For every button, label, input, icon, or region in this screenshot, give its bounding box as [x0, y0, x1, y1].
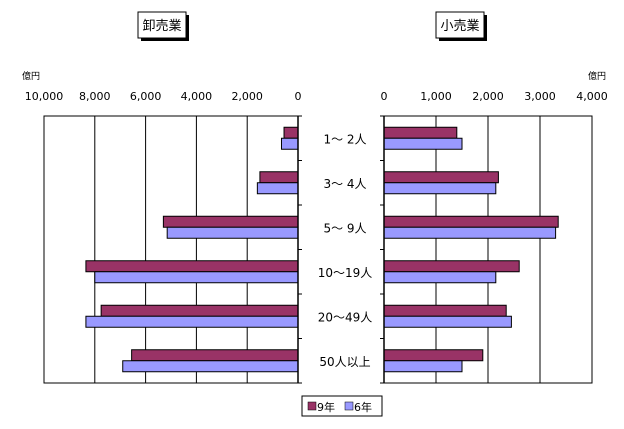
bar: [166, 226, 299, 239]
tick-label: 6,000: [130, 90, 162, 103]
right-title-shadow: [484, 15, 487, 41]
bar: [383, 137, 463, 150]
tick-label: 2,000: [472, 90, 504, 103]
left-chart-title: 卸売業: [142, 18, 181, 34]
category-label: 50人以上: [319, 355, 370, 369]
category-label: 20～49人: [318, 310, 373, 324]
left-title-shadow: [186, 15, 189, 41]
bar: [383, 315, 512, 328]
left-unit-label: 億円: [22, 70, 40, 82]
bar: [100, 304, 299, 317]
bar: [383, 260, 520, 273]
bar: [131, 349, 299, 362]
tick-label: 0: [381, 90, 388, 103]
tick-label: 4,000: [576, 90, 608, 103]
plot-frame: [43, 115, 299, 384]
bar: [256, 182, 299, 195]
bar: [383, 304, 507, 317]
category-label: 3～ 4人: [323, 177, 366, 191]
legend-swatch-6nen: [344, 401, 354, 411]
bar: [383, 182, 497, 195]
bar: [383, 226, 557, 239]
legend-box: [301, 395, 383, 417]
bar: [94, 271, 299, 284]
bar: [85, 260, 299, 273]
bar: [283, 126, 299, 139]
tick-label: 3,000: [524, 90, 556, 103]
left-title-shadow-b: [141, 38, 189, 41]
legend-swatch-9nen: [307, 401, 317, 411]
bar: [162, 215, 299, 228]
tick-label: 10,000: [25, 90, 64, 103]
bar: [383, 271, 497, 284]
category-label: 1～ 2人: [323, 132, 366, 146]
category-label: 10～19人: [318, 266, 373, 280]
right-chart-title: 小売業: [440, 18, 479, 34]
tick-label: 8,000: [79, 90, 111, 103]
left-plot-area: 10,000 8,000 6,000 4,000 2,000 0: [25, 90, 302, 384]
right-plot-area: 0 1,000 2,000 3,000 4,000: [380, 90, 608, 384]
tick-label: 4,000: [181, 90, 213, 103]
right-title-box: [435, 11, 485, 39]
tick-label: 1,000: [420, 90, 452, 103]
bar: [383, 171, 499, 184]
bar: [383, 215, 559, 228]
bar: [85, 315, 299, 328]
bar: [383, 126, 458, 139]
category-label: 5～ 9人: [323, 221, 366, 235]
bar: [122, 360, 299, 373]
bar: [383, 349, 484, 362]
legend-label-9nen: 9年: [317, 400, 335, 414]
legend: 9年 6年: [301, 395, 383, 417]
right-unit-label: 億円: [588, 70, 606, 82]
bar: [259, 171, 299, 184]
left-title-box: [137, 11, 187, 39]
legend-label-6nen: 6年: [354, 400, 372, 414]
bar: [280, 137, 299, 150]
category-labels: 1～ 2人 3～ 4人 5～ 9人 10～19人 20～49人 50人以上: [318, 132, 373, 369]
tick-label: 2,000: [231, 90, 263, 103]
bar: [383, 360, 463, 373]
tick-label: 0: [295, 90, 302, 103]
right-title-shadow-b: [439, 38, 487, 41]
